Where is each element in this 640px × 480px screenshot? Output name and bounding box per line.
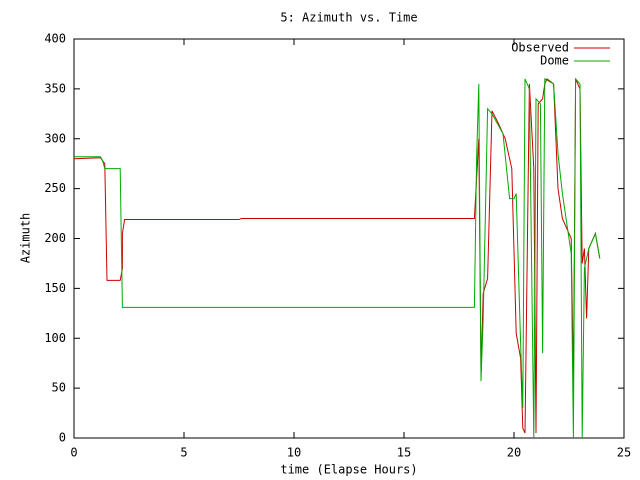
x-tick-label: 15 [397, 446, 411, 460]
data-line [73, 78, 601, 434]
legend-label: Observed [511, 41, 569, 55]
chart-title: 5: Azimuth vs. Time [280, 11, 417, 25]
x-tick-label: 0 [70, 446, 77, 460]
y-tick-label: 350 [44, 81, 66, 95]
data-line [74, 77, 601, 439]
y-tick-label: 400 [44, 32, 66, 46]
y-tick-label: 50 [52, 381, 66, 395]
y-tick-label: 200 [44, 231, 66, 245]
y-tick-label: 100 [44, 331, 66, 345]
x-axis-label: time (Elapse Hours) [280, 463, 417, 477]
y-tick-label: 150 [44, 281, 66, 295]
x-tick-label: 25 [617, 446, 631, 460]
y-axis-label: Azimuth [19, 213, 33, 264]
x-tick-label: 10 [287, 446, 301, 460]
y-tick-label: 250 [44, 181, 66, 195]
legend-label: Dome [540, 54, 569, 68]
x-tick-label: 5 [180, 446, 187, 460]
x-tick-label: 20 [507, 446, 521, 460]
y-tick-label: 300 [44, 131, 66, 145]
y-tick-label: 0 [59, 431, 66, 445]
